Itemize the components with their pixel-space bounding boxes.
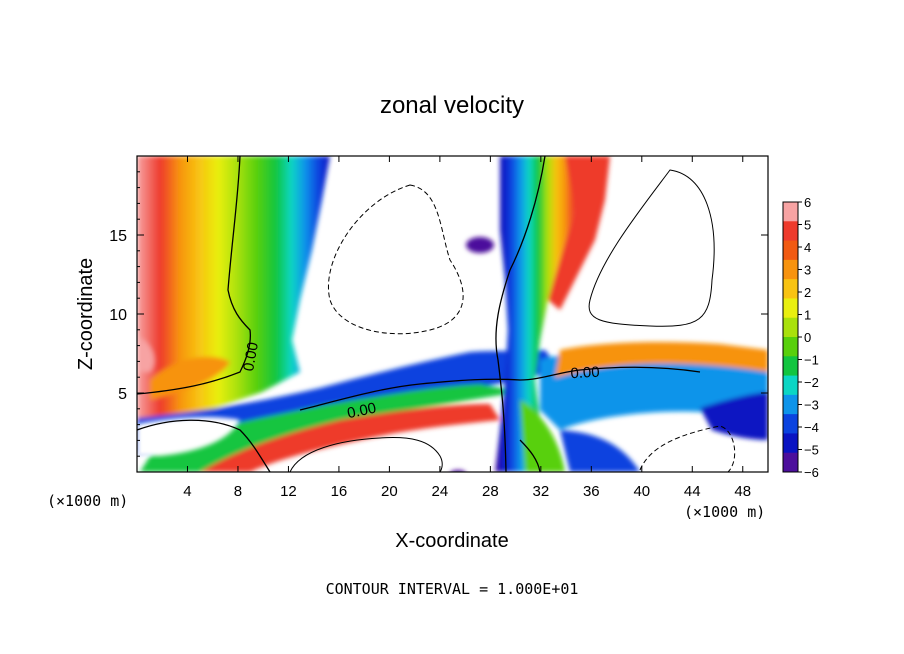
- colorbar-tick-label: −2: [804, 375, 819, 390]
- colorbar-tick-label: 6: [804, 195, 811, 210]
- colorbar-tick-label: 4: [804, 240, 811, 255]
- colorbar-swatch: [783, 202, 798, 222]
- x-axis-label: X-coordinate: [395, 530, 508, 552]
- z-axis-ticks: 5 10 15: [109, 171, 768, 457]
- x-tick-label: 8: [234, 483, 242, 500]
- colorbar-tick-label: −3: [804, 398, 819, 413]
- contour-label: 0.00: [570, 364, 600, 383]
- colorbar-tick-label: −6: [804, 465, 819, 480]
- chart-title: zonal velocity: [380, 92, 524, 119]
- colorbar-swatch: [783, 259, 798, 280]
- x-tick-label: 20: [381, 483, 398, 500]
- colorbar: 6 5 4 3 2 1 0 −1 −2 −3 −4 −5 −6: [782, 195, 819, 480]
- y-axis-label: Z-coordinate: [75, 258, 97, 370]
- dashed-contours: [328, 184, 736, 472]
- z-tick-label: 10: [109, 307, 127, 324]
- colorbar-swatch: [783, 433, 798, 454]
- contour-interval-note: CONTOUR INTERVAL = 1.000E+01: [326, 580, 579, 598]
- colorbar-swatch: [783, 240, 798, 261]
- x-tick-label: 36: [583, 483, 600, 500]
- x-axis-ticks: 4 8 12 16 20 24 28 32 36 40 44 48: [183, 156, 751, 500]
- x-unit-right: (×1000 m): [684, 503, 765, 521]
- x-tick-label: 4: [183, 483, 191, 500]
- contour-label: 0.00: [240, 341, 262, 373]
- colorbar-swatch: [783, 337, 798, 357]
- x-tick-label: 12: [280, 483, 297, 500]
- colorbar-swatch: [783, 375, 798, 396]
- colorbar-tick-label: 5: [804, 218, 811, 233]
- x-tick-label: 44: [684, 483, 701, 500]
- thin-contours: [289, 169, 715, 472]
- contour-label: 0.00: [346, 400, 378, 423]
- colorbar-swatch: [783, 414, 798, 434]
- colorbar-swatch: [783, 356, 798, 377]
- colorbar-tick-label: −5: [804, 443, 819, 458]
- x-tick-label: 16: [331, 483, 348, 500]
- colorbar-tick-label: 1: [804, 308, 811, 323]
- x-tick-label: 32: [532, 483, 549, 500]
- colorbar-tick-label: 2: [804, 285, 811, 300]
- colorbar-tick-label: 3: [804, 263, 811, 278]
- colorbar-swatch: [783, 452, 798, 473]
- contour-labels: 0.00 0.00 0.00: [240, 341, 600, 423]
- colorbar-tick-label: 0: [804, 330, 811, 345]
- heatmap-field: [137, 156, 768, 472]
- colorbar-swatch: [783, 279, 798, 299]
- z-tick-label: 15: [109, 228, 127, 245]
- colorbar-swatch: [783, 298, 798, 319]
- x-unit-left: (×1000 m): [47, 492, 128, 510]
- x-tick-label: 24: [432, 483, 449, 500]
- x-tick-label: 28: [482, 483, 499, 500]
- contour-lines: [137, 156, 701, 472]
- x-tick-label: 48: [734, 483, 751, 500]
- z-tick-label: 5: [118, 386, 127, 403]
- x-tick-label: 40: [633, 483, 650, 500]
- colorbar-tick-label: −4: [804, 420, 819, 435]
- colorbar-tick-label: −1: [804, 353, 819, 368]
- colorbar-swatch: [783, 394, 798, 415]
- colorbar-swatch: [783, 317, 798, 338]
- colorbar-swatch: [783, 221, 798, 242]
